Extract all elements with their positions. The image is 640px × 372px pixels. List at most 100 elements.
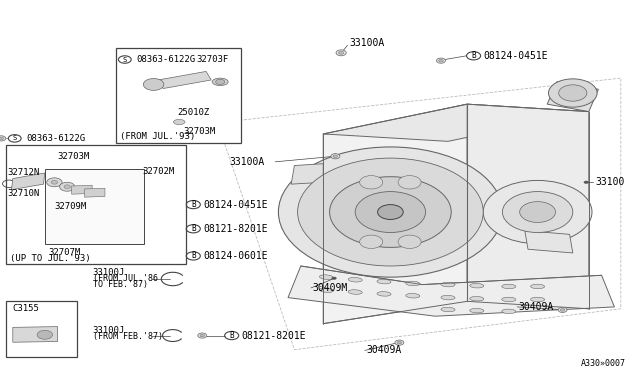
Text: B: B xyxy=(191,251,196,260)
Polygon shape xyxy=(6,145,186,264)
Text: 33100: 33100 xyxy=(595,177,625,187)
Circle shape xyxy=(157,203,163,206)
Circle shape xyxy=(226,58,231,61)
Polygon shape xyxy=(6,301,77,357)
Circle shape xyxy=(60,182,75,191)
Circle shape xyxy=(0,137,4,140)
Text: A330»0007: A330»0007 xyxy=(581,359,626,368)
Circle shape xyxy=(200,334,205,337)
Circle shape xyxy=(331,154,340,159)
Circle shape xyxy=(360,176,383,189)
Text: TO FEB.'87): TO FEB.'87) xyxy=(93,280,148,289)
Circle shape xyxy=(156,253,164,259)
Text: 08363-6122G: 08363-6122G xyxy=(136,55,195,64)
Circle shape xyxy=(0,136,6,141)
Ellipse shape xyxy=(470,296,484,301)
Ellipse shape xyxy=(470,308,484,313)
Circle shape xyxy=(157,254,163,257)
Circle shape xyxy=(398,176,421,189)
Circle shape xyxy=(37,330,52,339)
Ellipse shape xyxy=(441,295,455,300)
Ellipse shape xyxy=(406,281,420,286)
Circle shape xyxy=(436,58,445,63)
Text: 33100A: 33100A xyxy=(349,38,385,48)
Circle shape xyxy=(339,51,344,54)
Circle shape xyxy=(584,181,589,184)
Text: 32703F: 32703F xyxy=(196,55,228,64)
Polygon shape xyxy=(45,169,144,244)
Circle shape xyxy=(330,177,451,247)
Text: 32707M: 32707M xyxy=(48,248,80,257)
Circle shape xyxy=(51,180,58,184)
Ellipse shape xyxy=(502,309,516,314)
Polygon shape xyxy=(13,327,58,342)
Polygon shape xyxy=(116,48,241,143)
Text: (FROM FEB.'87): (FROM FEB.'87) xyxy=(93,332,163,341)
Text: B: B xyxy=(191,224,196,233)
Text: 32712N: 32712N xyxy=(8,169,40,177)
Polygon shape xyxy=(84,188,105,197)
Circle shape xyxy=(355,192,426,232)
Ellipse shape xyxy=(173,119,185,125)
Circle shape xyxy=(502,192,573,232)
Ellipse shape xyxy=(502,284,516,289)
Text: 30409M: 30409M xyxy=(312,283,348,293)
Circle shape xyxy=(336,50,346,56)
Text: (FROM JUL.'93): (FROM JUL.'93) xyxy=(120,132,195,141)
Polygon shape xyxy=(323,104,467,324)
Text: (FROM JUL.'86: (FROM JUL.'86 xyxy=(93,275,158,283)
Text: 32710N: 32710N xyxy=(8,189,40,198)
Circle shape xyxy=(47,178,62,187)
Text: 33100A: 33100A xyxy=(229,157,264,167)
Circle shape xyxy=(520,202,556,222)
Ellipse shape xyxy=(319,288,333,292)
Circle shape xyxy=(360,235,383,248)
Ellipse shape xyxy=(441,282,455,287)
Text: 32703M: 32703M xyxy=(184,127,216,136)
Text: 32709M: 32709M xyxy=(54,202,86,211)
Circle shape xyxy=(278,147,502,277)
Polygon shape xyxy=(158,71,211,89)
Circle shape xyxy=(143,78,164,90)
Circle shape xyxy=(156,202,164,207)
Circle shape xyxy=(397,341,402,344)
Ellipse shape xyxy=(377,279,391,284)
Text: 32702M: 32702M xyxy=(142,167,174,176)
Polygon shape xyxy=(467,104,589,309)
Text: C3155: C3155 xyxy=(13,304,40,312)
Text: 25010Z: 25010Z xyxy=(177,108,209,117)
Text: B: B xyxy=(471,51,476,60)
Text: B: B xyxy=(229,331,234,340)
Ellipse shape xyxy=(348,278,362,282)
Circle shape xyxy=(298,158,483,266)
Text: 08121-8201E: 08121-8201E xyxy=(203,224,268,234)
Ellipse shape xyxy=(470,283,484,288)
Circle shape xyxy=(157,228,163,230)
Circle shape xyxy=(559,85,587,101)
Polygon shape xyxy=(323,104,589,141)
Ellipse shape xyxy=(348,290,362,294)
Circle shape xyxy=(398,235,421,248)
Circle shape xyxy=(332,277,337,280)
Text: 30409A: 30409A xyxy=(518,302,554,312)
Circle shape xyxy=(223,57,234,62)
Text: S: S xyxy=(13,135,17,141)
Polygon shape xyxy=(72,185,92,194)
Ellipse shape xyxy=(406,294,420,298)
Text: 08124-0451E: 08124-0451E xyxy=(203,200,268,209)
Circle shape xyxy=(561,309,564,311)
Text: B: B xyxy=(191,200,196,209)
Polygon shape xyxy=(525,231,573,253)
Circle shape xyxy=(64,185,70,189)
Ellipse shape xyxy=(441,307,455,312)
Ellipse shape xyxy=(212,78,228,86)
Ellipse shape xyxy=(531,297,545,302)
Circle shape xyxy=(198,333,207,338)
Circle shape xyxy=(548,79,597,107)
Text: 33100J: 33100J xyxy=(93,326,125,335)
Circle shape xyxy=(156,226,164,231)
Text: 08121-8201E: 08121-8201E xyxy=(241,331,306,340)
Text: 33100J: 33100J xyxy=(93,268,125,277)
Ellipse shape xyxy=(319,275,333,279)
Text: (UP TO JUL.'93): (UP TO JUL.'93) xyxy=(10,254,90,263)
